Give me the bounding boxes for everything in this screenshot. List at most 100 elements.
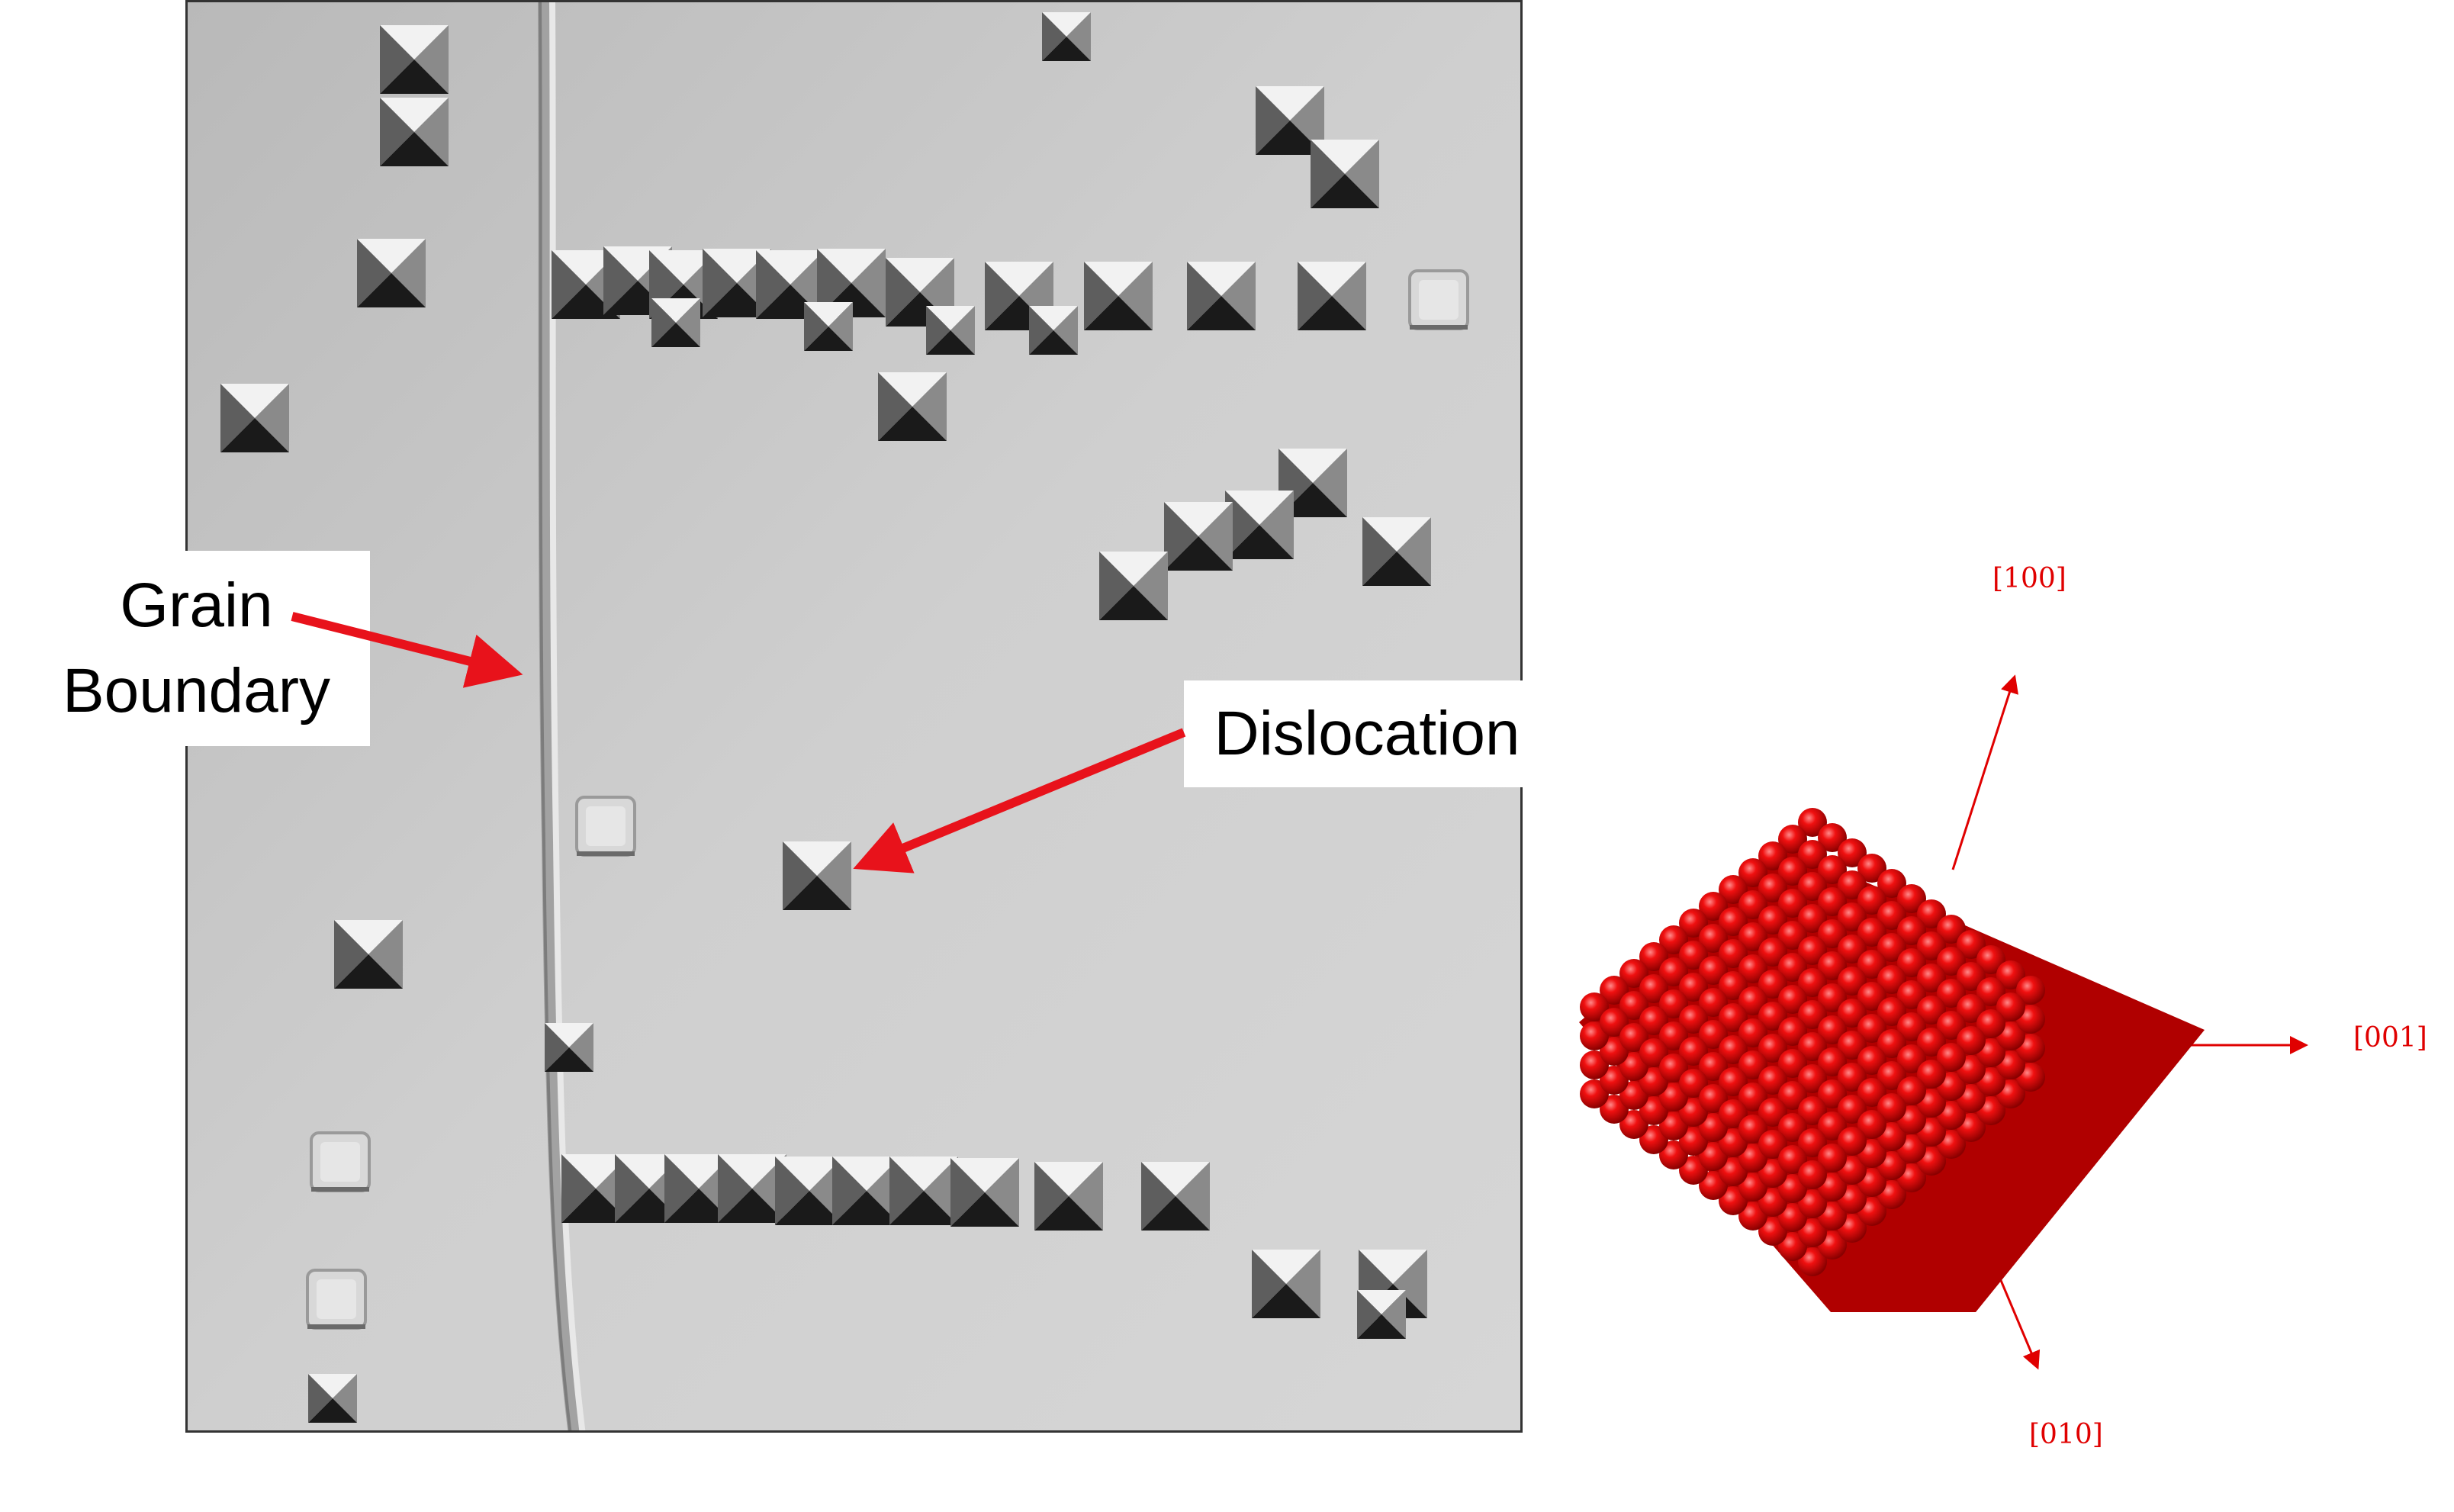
atom — [1778, 985, 1807, 1014]
atom — [1857, 1110, 1886, 1139]
atom — [1639, 974, 1668, 1003]
atom — [1877, 965, 1906, 994]
atom — [1818, 823, 1847, 852]
atom — [1937, 1011, 1966, 1040]
atom — [1778, 953, 1807, 982]
atom — [1639, 1038, 1668, 1067]
atom — [1758, 1130, 1787, 1159]
atom — [1897, 1076, 1926, 1105]
atom — [1619, 959, 1648, 988]
atom — [1619, 991, 1648, 1020]
atom — [1798, 1160, 1827, 1189]
atom — [1679, 909, 1708, 938]
atom — [1957, 962, 1986, 991]
atom — [1818, 1111, 1847, 1140]
atom — [1877, 869, 1906, 898]
atom — [1897, 980, 1926, 1009]
atom — [1699, 892, 1728, 921]
atom — [1877, 901, 1906, 930]
atom — [1838, 902, 1867, 931]
atom — [1758, 906, 1787, 935]
atom — [1897, 1044, 1926, 1073]
grain-boundary-label-line1: Grain — [120, 571, 273, 640]
atom — [1818, 951, 1847, 980]
atom — [1838, 967, 1867, 996]
atom — [1738, 954, 1767, 983]
atom — [1738, 986, 1767, 1015]
atom — [1917, 963, 1946, 992]
atom — [1738, 890, 1767, 919]
axis-label-001: [001] — [2353, 1022, 2427, 1054]
atom — [1818, 887, 1847, 916]
atom — [1639, 942, 1668, 971]
atom — [1778, 857, 1807, 886]
grain-boundary-arrow — [291, 612, 523, 688]
atom — [1937, 1043, 1966, 1072]
atom — [1838, 870, 1867, 899]
atom — [1818, 1079, 1847, 1108]
atom — [1877, 1061, 1906, 1090]
atom — [1957, 930, 1986, 959]
atom — [1778, 1017, 1807, 1046]
atom — [1738, 1018, 1767, 1047]
atom — [1600, 1008, 1629, 1037]
atom — [1917, 899, 1946, 928]
atom — [1818, 855, 1847, 884]
atom — [1976, 977, 2005, 1006]
atom — [1818, 919, 1847, 948]
atom — [1937, 979, 1966, 1008]
atom — [2016, 976, 2045, 1005]
atom — [1857, 1014, 1886, 1043]
atom — [1798, 1128, 1827, 1157]
atom — [1897, 948, 1926, 977]
atom — [1738, 922, 1767, 951]
atom — [1699, 924, 1728, 953]
atom — [1719, 971, 1748, 1000]
atom — [1659, 1021, 1688, 1050]
atom — [1778, 825, 1807, 854]
atom — [1699, 988, 1728, 1017]
atom — [1679, 941, 1708, 970]
atom — [1738, 1115, 1767, 1144]
atom — [1758, 1034, 1787, 1063]
atom — [1778, 1081, 1807, 1110]
atom — [1798, 1000, 1827, 1029]
atom — [1798, 1247, 1827, 1276]
atom — [1857, 886, 1886, 915]
grain-boundary-label-line2: Boundary — [62, 656, 331, 725]
atom — [1897, 1012, 1926, 1041]
atom — [1699, 956, 1728, 985]
crystal-model — [1579, 674, 2308, 1370]
atom — [1738, 1050, 1767, 1079]
atom — [1917, 1028, 1946, 1057]
atom — [1758, 873, 1787, 902]
atom — [1838, 838, 1867, 867]
atom — [1957, 994, 1986, 1023]
atom — [1798, 968, 1827, 997]
atom — [1818, 1047, 1847, 1076]
atom — [1976, 1009, 2005, 1038]
atom — [1877, 1093, 1906, 1122]
atom — [1877, 997, 1906, 1026]
atom — [1937, 947, 1966, 976]
atom — [1679, 1005, 1708, 1034]
atom — [1798, 904, 1827, 933]
atom — [1699, 1020, 1728, 1049]
atom — [1897, 916, 1926, 945]
atom — [1758, 938, 1787, 967]
atom — [1738, 858, 1767, 887]
atom — [1996, 960, 2025, 989]
atom — [1699, 1052, 1728, 1081]
atom — [1996, 992, 2025, 1021]
atom — [1976, 945, 2005, 974]
axis-label-100: [100] — [1992, 563, 2066, 594]
atom — [1857, 854, 1886, 883]
atom — [1719, 907, 1748, 936]
atom — [1857, 1046, 1886, 1075]
atom — [1758, 970, 1787, 999]
atom — [1679, 1069, 1708, 1098]
atom — [1798, 936, 1827, 965]
atom — [1838, 1127, 1867, 1156]
atom — [1659, 925, 1688, 954]
atom — [1679, 1037, 1708, 1066]
